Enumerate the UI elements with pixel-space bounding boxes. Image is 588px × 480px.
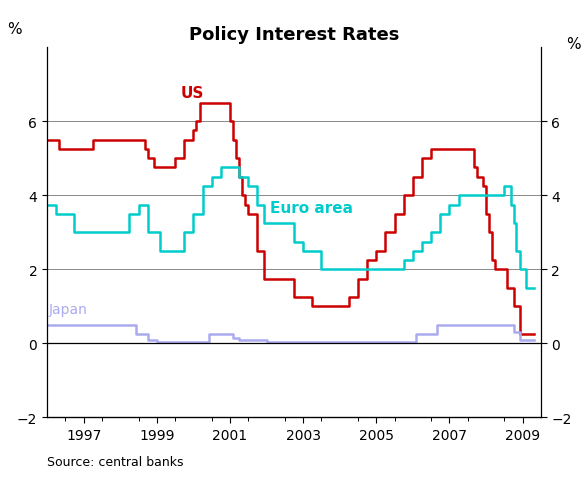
Text: Source: central banks: Source: central banks	[47, 455, 183, 468]
Y-axis label: %: %	[566, 37, 580, 52]
Text: US: US	[181, 86, 204, 101]
Text: Japan: Japan	[49, 302, 88, 316]
Text: Euro area: Euro area	[270, 201, 353, 216]
Title: Policy Interest Rates: Policy Interest Rates	[189, 26, 399, 44]
Y-axis label: %: %	[8, 22, 22, 37]
